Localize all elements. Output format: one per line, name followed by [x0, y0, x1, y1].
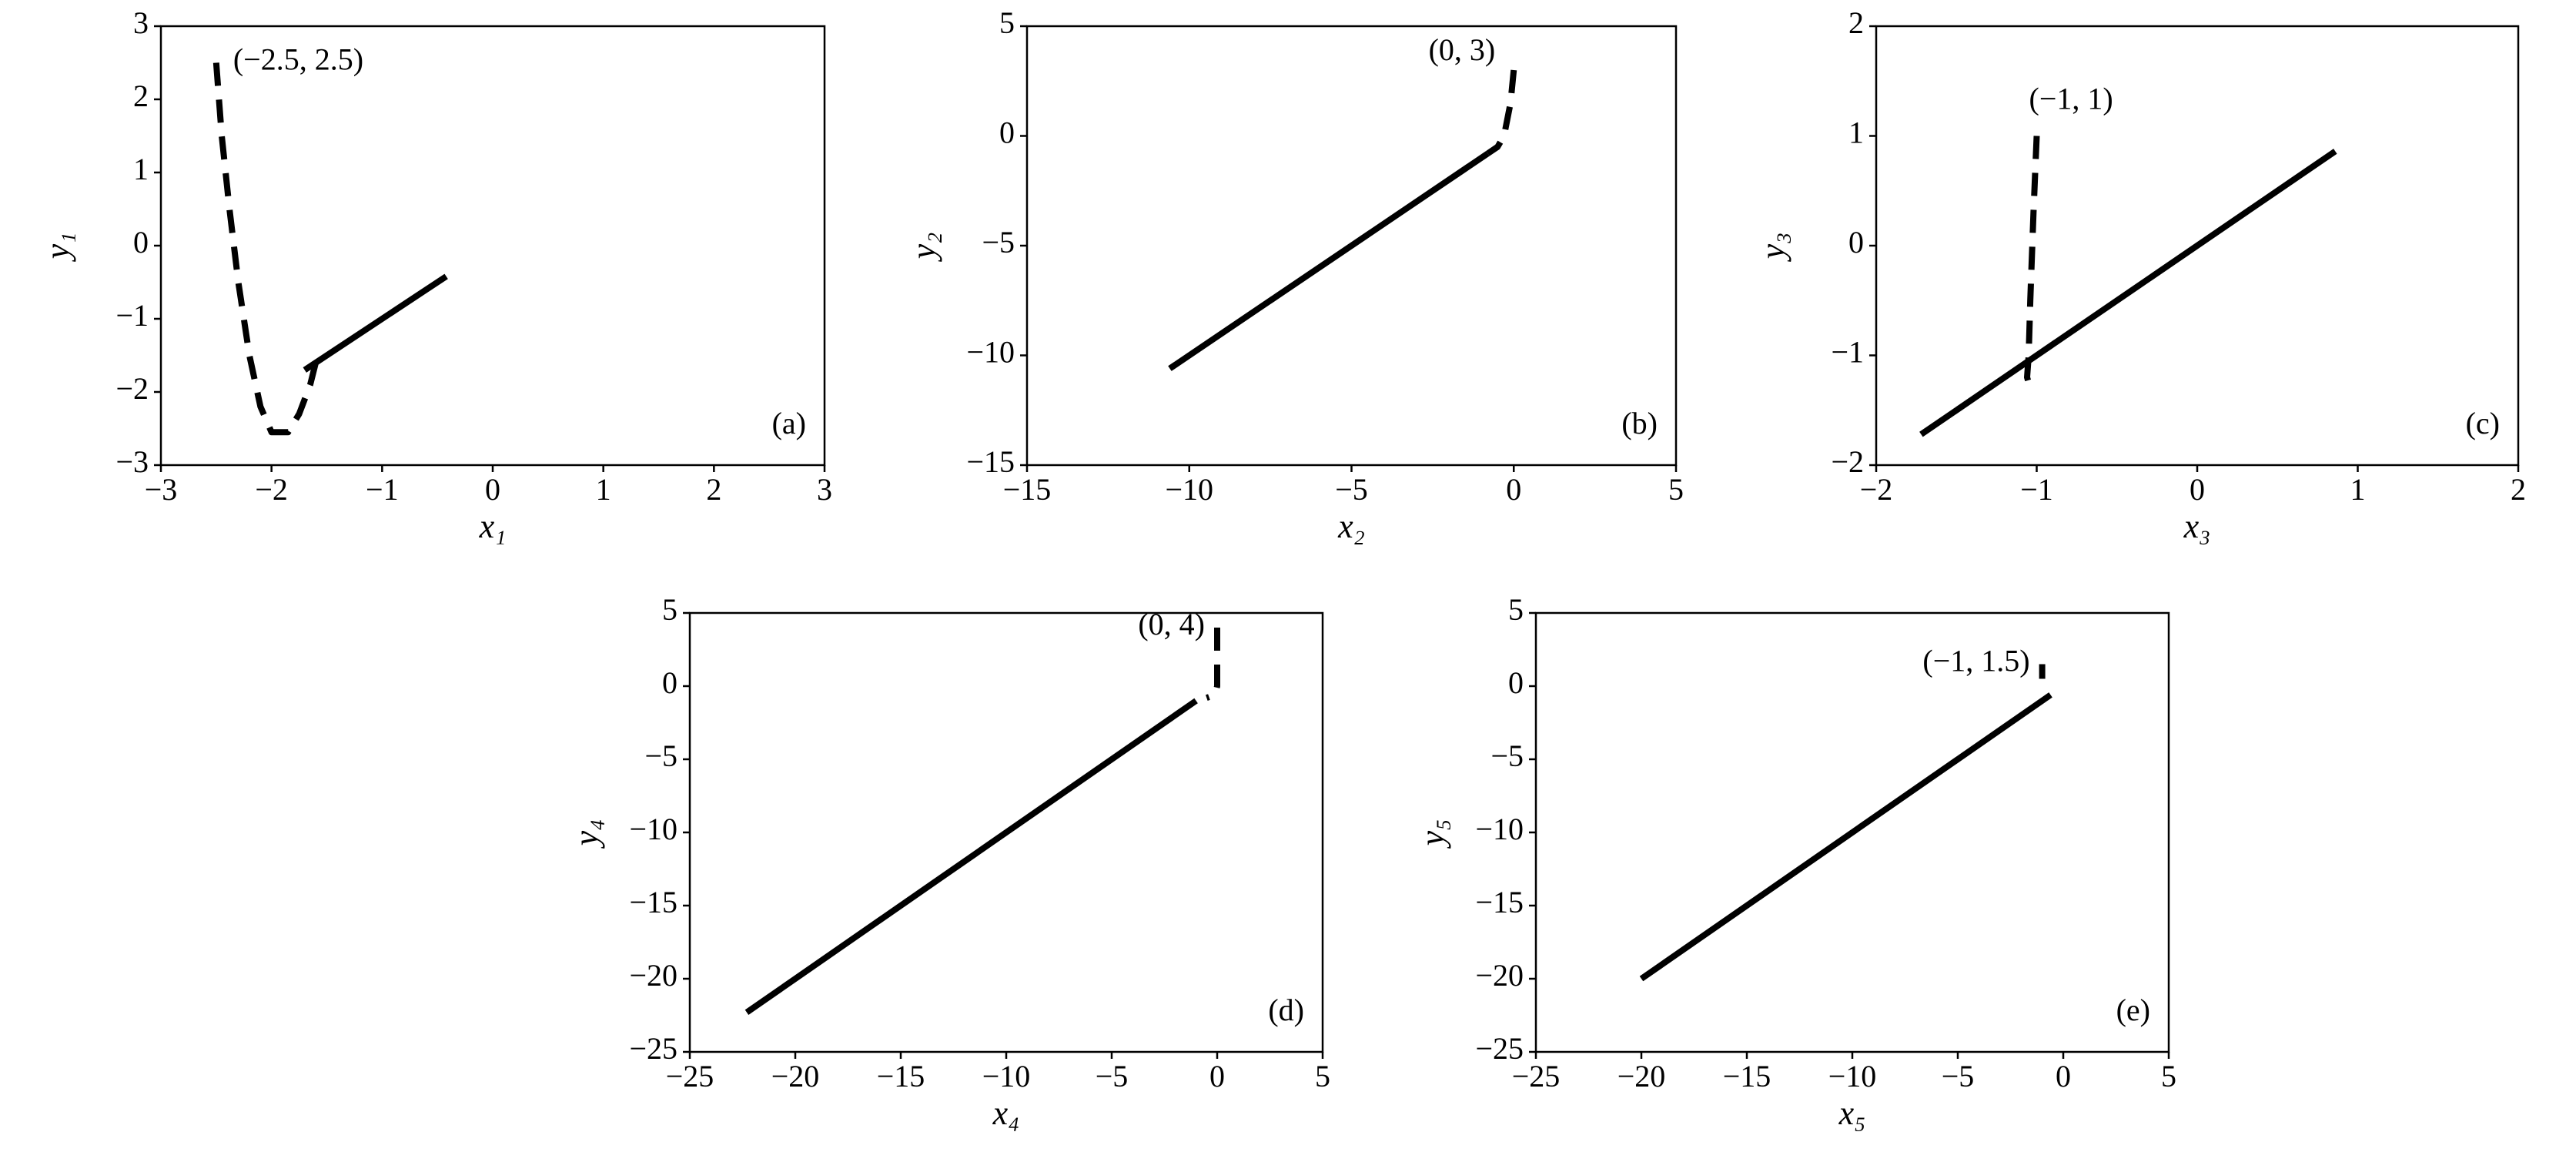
panel-label: (b): [1621, 406, 1658, 440]
y-tick-label: −5: [644, 738, 677, 773]
y-tick-label: 0: [1508, 665, 1524, 700]
y-tick-label: −25: [629, 1031, 677, 1066]
y-tick-label: −1: [115, 298, 149, 333]
dashed-line: [212, 62, 319, 436]
x-tick-label: −20: [1618, 1059, 1666, 1093]
panel-label: (a): [772, 406, 806, 440]
y-axis-label: y₃: [1754, 233, 1791, 263]
x-tick-label: −2: [1860, 472, 1893, 507]
panel-label: (c): [2466, 406, 2500, 440]
y-tick-label: 5: [999, 5, 1015, 40]
x-tick-label: −2: [255, 472, 288, 507]
x-axis-label: x₅: [1838, 1094, 1866, 1132]
y-tick-label: 0: [1848, 225, 1864, 260]
y-tick-label: −15: [966, 444, 1015, 479]
annotation: (0, 3): [1429, 32, 1496, 67]
y-tick-label: −2: [1831, 444, 1864, 479]
panel-label: (d): [1268, 993, 1304, 1027]
x-tick-label: 1: [2350, 472, 2366, 507]
y-tick-label: −1: [1831, 335, 1864, 370]
x-tick-label: 0: [2056, 1059, 2071, 1093]
annotation: (0, 4): [1138, 607, 1205, 641]
x-tick-label: 0: [485, 472, 500, 507]
y-tick-label: 2: [1848, 5, 1864, 40]
x-tick-label: −5: [1335, 472, 1368, 507]
y-tick-label: 2: [133, 79, 149, 113]
y-tick-label: −10: [966, 335, 1015, 370]
x-tick-label: −5: [1942, 1059, 1975, 1093]
annotation: (−1, 1): [2029, 82, 2113, 116]
y-tick-label: −3: [115, 444, 149, 479]
y-tick-label: 0: [662, 665, 677, 700]
y-tick-label: 5: [1508, 592, 1524, 627]
dashed-line: [1486, 69, 1517, 156]
x-axis-label: x₂: [1337, 507, 1365, 545]
y-axis-label: y₄: [567, 819, 605, 849]
x-tick-label: 0: [1209, 1059, 1225, 1093]
x-axis-label: x₁: [479, 507, 507, 545]
x-axis-label: x₄: [992, 1094, 1020, 1132]
x-tick-label: −10: [1165, 472, 1213, 507]
dashed-line: [1205, 628, 1220, 701]
y-tick-label: −2: [115, 371, 149, 406]
x-tick-label: 2: [2511, 472, 2526, 507]
y-tick-label: −25: [1475, 1031, 1524, 1066]
y-tick-label: −15: [1475, 885, 1524, 919]
annotation: (−2.5, 2.5): [233, 42, 363, 77]
solid-line: [1639, 692, 2052, 982]
x-tick-label: −5: [1096, 1059, 1129, 1093]
x-tick-label: −15: [1003, 472, 1052, 507]
annotation: (−1, 1.5): [1922, 644, 2029, 678]
x-tick-label: −25: [666, 1059, 714, 1093]
x-tick-label: −10: [982, 1059, 1031, 1093]
y-tick-label: 1: [133, 152, 149, 186]
y-tick-label: −5: [982, 225, 1015, 260]
x-tick-label: 1: [596, 472, 611, 507]
y-tick-label: 3: [133, 5, 149, 40]
x-tick-label: −15: [1723, 1059, 1771, 1093]
x-tick-label: 5: [1315, 1059, 1330, 1093]
solid-line: [303, 273, 448, 373]
y-tick-label: −10: [629, 812, 677, 846]
y-tick-label: 5: [662, 592, 677, 627]
y-tick-label: −10: [1475, 812, 1524, 846]
y-tick-label: 0: [999, 116, 1015, 150]
solid-line: [1168, 150, 1490, 371]
y-tick-label: 0: [133, 225, 149, 260]
y-tick-label: −20: [1475, 958, 1524, 993]
y-tick-label: −20: [629, 958, 677, 993]
x-tick-label: −20: [771, 1059, 820, 1093]
y-axis-label: y₁: [38, 233, 76, 263]
solid-line: [744, 698, 1198, 1015]
dashed-line: [2023, 136, 2040, 395]
y-axis-label: y₅: [1413, 819, 1451, 849]
x-tick-label: −10: [1828, 1059, 1877, 1093]
x-tick-label: 0: [1506, 472, 1521, 507]
y-tick-label: −15: [629, 885, 677, 919]
x-tick-label: 5: [2161, 1059, 2176, 1093]
y-tick-label: 1: [1848, 116, 1864, 150]
x-tick-label: −3: [145, 472, 178, 507]
x-tick-label: −1: [366, 472, 399, 507]
x-tick-label: 5: [1668, 472, 1684, 507]
y-tick-label: −5: [1490, 738, 1524, 773]
x-tick-label: 3: [817, 472, 832, 507]
x-tick-label: 2: [706, 472, 721, 507]
x-tick-label: 0: [2190, 472, 2205, 507]
x-tick-label: −25: [1512, 1059, 1561, 1093]
x-axis-label: x₃: [2183, 507, 2211, 545]
x-tick-label: −1: [2020, 472, 2053, 507]
x-tick-label: −15: [877, 1059, 925, 1093]
solid-line: [1919, 149, 2337, 437]
y-axis-label: y₂: [905, 233, 942, 263]
panel-label: (e): [2116, 993, 2150, 1027]
